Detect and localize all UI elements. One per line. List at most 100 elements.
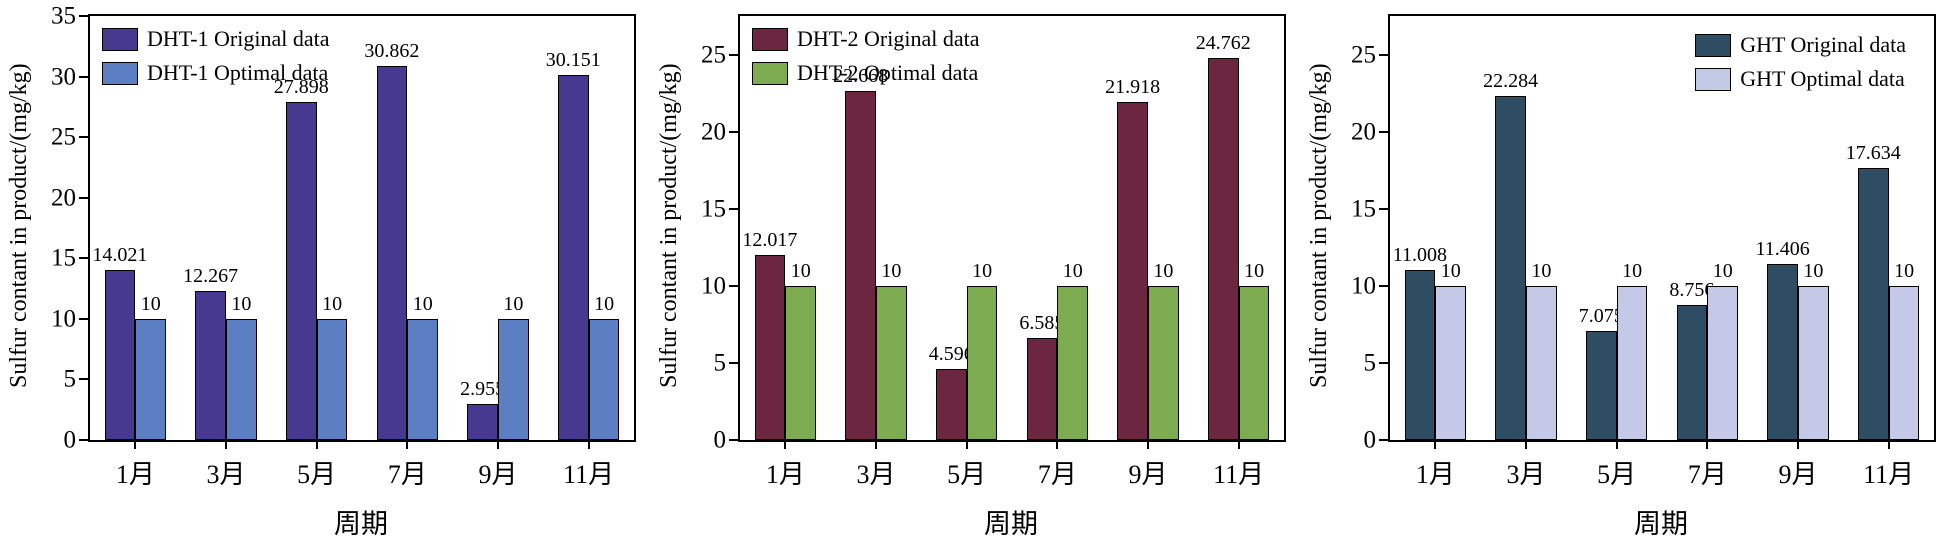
plot-area: 0 5 10 15 20 25 1月 11.008 10 3月 22.284 10 5月 7.075 10 7… bbox=[1351, 14, 1936, 489]
legend: DHT-2 Original data DHT-2 Optimal data bbox=[752, 26, 979, 86]
bar-value-label: 10 bbox=[231, 292, 252, 315]
x-axis-title: 周期 bbox=[334, 509, 388, 539]
y-tick-label: 20 bbox=[701, 118, 726, 146]
x-tick-label: 5月 bbox=[1597, 460, 1637, 489]
bar-value-label: 10 bbox=[1244, 259, 1265, 282]
bar-dht2-optimal bbox=[876, 285, 907, 440]
bar-value-label: 8.756 bbox=[1669, 279, 1715, 301]
x-tick-mark bbox=[784, 440, 787, 449]
bar-value-label: 10 bbox=[790, 259, 811, 282]
x-tick-label: 7月 bbox=[1687, 460, 1727, 489]
y-tick-label: 0 bbox=[1363, 426, 1377, 454]
x-tick-label: 3月 bbox=[856, 460, 896, 489]
x-tick-label: 9月 bbox=[478, 460, 518, 489]
y-tick-label: 25 bbox=[1351, 41, 1376, 69]
x-tick-label: 11月 bbox=[1863, 460, 1915, 489]
x-tick-mark bbox=[1434, 440, 1437, 449]
y-tick-label: 15 bbox=[701, 195, 726, 223]
bar-dht1-optimal bbox=[226, 318, 257, 440]
y-tick-label: 5 bbox=[63, 365, 77, 393]
x-tick-mark bbox=[406, 440, 409, 449]
legend-label: DHT-2 Optimal data bbox=[797, 60, 979, 85]
y-tick-mark bbox=[729, 207, 738, 210]
y-tick-mark bbox=[79, 75, 88, 78]
bar-value-label: 14.021 bbox=[92, 244, 148, 267]
bar-value-label: 10 bbox=[1531, 259, 1552, 282]
bar-value-label: 11.008 bbox=[1392, 244, 1448, 267]
bar-dht2-original bbox=[845, 90, 876, 440]
y-tick-mark bbox=[729, 361, 738, 364]
y-tick-label: 30 bbox=[51, 63, 76, 91]
x-tick-label: 9月 bbox=[1778, 460, 1818, 489]
x-tick-label: 5月 bbox=[297, 460, 337, 489]
y-tick-mark bbox=[729, 130, 738, 133]
x-tick-label: 7月 bbox=[1037, 460, 1077, 489]
y-tick-label: 5 bbox=[713, 349, 727, 377]
y-axis-title: Sulfur contant in product/(mg/kg) bbox=[656, 63, 682, 389]
bar-ght-optimal bbox=[1707, 285, 1739, 440]
x-tick-mark bbox=[225, 440, 227, 449]
legend-label: GHT Optimal data bbox=[1740, 66, 1905, 91]
y-tick-mark bbox=[79, 257, 88, 260]
bar-value-label: 10 bbox=[1440, 259, 1461, 282]
bar-value-label: 10 bbox=[322, 292, 343, 315]
bar-value-label: 11.406 bbox=[1755, 238, 1810, 261]
legend-label: DHT-1 Original data bbox=[147, 26, 330, 51]
bar-ght-original bbox=[1404, 270, 1436, 440]
bar-value-label: 10 bbox=[1712, 259, 1733, 282]
x-tick-mark bbox=[1797, 440, 1799, 449]
x-tick-mark bbox=[1147, 440, 1149, 449]
y-tick-label: 15 bbox=[51, 244, 76, 272]
x-tick-label: 5月 bbox=[947, 460, 987, 489]
x-tick-mark bbox=[315, 440, 318, 449]
bar-value-label: 10 bbox=[1803, 259, 1824, 282]
legend-item: GHT Original data bbox=[1695, 32, 1906, 58]
x-tick-label: 11月 bbox=[1213, 460, 1265, 489]
legend-swatch bbox=[102, 61, 138, 85]
chart-dht1: Sulfur contant in product/(mg/kg) 0 5 10 15… bbox=[0, 0, 650, 554]
legend-label: GHT Original data bbox=[1740, 32, 1906, 57]
legend-swatch bbox=[752, 61, 788, 85]
bar-dht2-original bbox=[1026, 338, 1058, 440]
x-axis-title: 周期 bbox=[1634, 509, 1688, 539]
y-tick-label: 0 bbox=[713, 426, 727, 454]
bar-value-label: 10 bbox=[1153, 259, 1174, 282]
bar-value-label: 22.284 bbox=[1483, 70, 1539, 93]
bar-dht2-original bbox=[1117, 102, 1148, 440]
bar-value-label: 7.075 bbox=[1578, 304, 1624, 327]
legend-swatch bbox=[1695, 67, 1732, 91]
y-tick-mark bbox=[79, 15, 88, 17]
x-tick-mark bbox=[875, 440, 877, 449]
y-tick-label: 25 bbox=[51, 123, 76, 151]
legend-swatch bbox=[752, 27, 788, 51]
bar-value-label: 27.898 bbox=[273, 76, 329, 99]
y-tick-mark bbox=[1379, 284, 1388, 287]
x-tick-label: 3月 bbox=[206, 460, 246, 489]
y-axis-title: Sulfur contant in product/(mg/kg) bbox=[6, 63, 32, 389]
y-tick-mark bbox=[79, 439, 88, 441]
bar-dht1-optimal bbox=[407, 318, 439, 440]
bar-dht2-optimal bbox=[785, 285, 817, 440]
bar-value-label: 10 bbox=[594, 292, 615, 315]
y-tick-mark bbox=[1379, 207, 1388, 210]
y-tick-mark bbox=[729, 284, 738, 287]
bar-value-label: 10 bbox=[412, 292, 433, 315]
y-tick-mark bbox=[79, 196, 88, 199]
x-tick-mark bbox=[497, 440, 499, 449]
y-tick-mark bbox=[729, 439, 738, 441]
bar-ght-optimal bbox=[1616, 285, 1648, 440]
y-tick-label: 25 bbox=[701, 41, 726, 69]
legend-swatch bbox=[102, 27, 138, 51]
bar-dht2-original bbox=[754, 254, 786, 440]
bar-ght-original bbox=[1857, 168, 1889, 440]
bar-dht1-original bbox=[285, 102, 317, 440]
chart-dht2: Sulfur contant in product/(mg/kg) 0 5 10 15… bbox=[650, 0, 1300, 554]
x-tick-label: 11月 bbox=[563, 460, 615, 489]
legend-swatch bbox=[1695, 33, 1732, 57]
y-tick-mark bbox=[1379, 130, 1388, 133]
bar-value-label: 10 bbox=[1622, 259, 1643, 282]
x-tick-label: 9月 bbox=[1128, 460, 1168, 489]
bar-value-label: 17.634 bbox=[1845, 142, 1901, 165]
y-tick-label: 15 bbox=[1351, 195, 1376, 223]
